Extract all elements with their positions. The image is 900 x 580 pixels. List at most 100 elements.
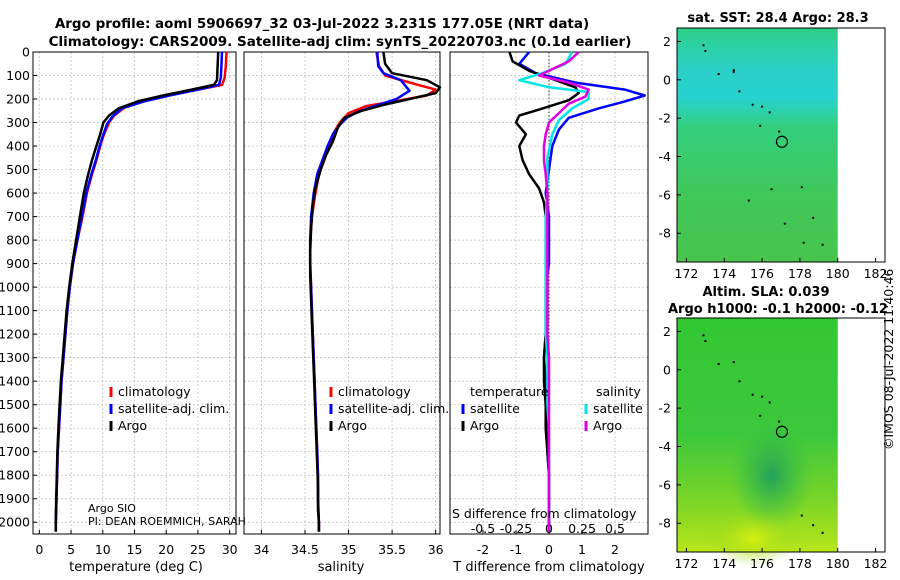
island-dot — [751, 393, 754, 396]
x-tick-label: 1 — [578, 542, 586, 557]
island-dot — [761, 395, 764, 398]
y-tick-label: 1500 — [0, 397, 30, 412]
island-dot — [821, 531, 824, 534]
map-y-tick-label: -4 — [659, 149, 672, 164]
y-tick-label: 400 — [6, 139, 30, 154]
map-x-tick-label: 174 — [712, 266, 736, 281]
profile-location-marker — [775, 425, 789, 438]
pi-note: PI: DEAN ROEMMICH, SARAH — [88, 515, 246, 528]
y-tick-label: 700 — [6, 209, 30, 224]
map-x-tick-label: 178 — [788, 556, 812, 571]
y-tick-label: 1700 — [0, 444, 30, 459]
map-x-tick-label: 172 — [675, 556, 699, 571]
main-title-line1: Argo profile: aoml 5906697_32 03-Jul-202… — [55, 16, 589, 32]
secondary-tick-label: 0.5 — [605, 521, 625, 536]
legend-label: satellite-adj. clim. — [118, 401, 229, 416]
x-tick-label: 5 — [67, 542, 75, 557]
island-dot — [738, 90, 741, 93]
y-tick-label: 1200 — [0, 327, 30, 342]
island-dot — [732, 361, 735, 364]
map-frame — [676, 27, 886, 263]
sla-low-patch — [729, 420, 814, 531]
x-tick-label: 35.5 — [378, 542, 406, 557]
x-tick-label: 30 — [222, 542, 238, 557]
island-dot — [738, 380, 741, 383]
x-tick-label: -2 — [477, 542, 489, 557]
temperature-panel: 0 5 10 15 20 25 300100200300400500600700800900… — [0, 45, 238, 558]
x-tick-label: 34.5 — [291, 542, 319, 557]
island-dot — [702, 44, 705, 47]
salinity-axis-label: salinity — [318, 560, 365, 575]
salinity-panel: 34 34.5 35 35.5 36 climatology satellite-adj. … — [243, 51, 449, 557]
y-tick-label: 0 — [22, 45, 30, 60]
secondary-tick-label: 0.25 — [568, 521, 596, 536]
sla-map-title-line1: Altim. SLA: 0.039 — [703, 285, 830, 300]
legend-label: climatology — [338, 384, 411, 399]
y-tick-label: 1300 — [0, 350, 30, 365]
secondary-tick-label: -0.25 — [500, 521, 532, 536]
x-tick-label: 0 — [545, 542, 553, 557]
island-dot — [778, 420, 781, 423]
series-line — [537, 51, 590, 532]
map-field — [677, 28, 838, 262]
sla-high-patch — [707, 510, 798, 567]
map-y-tick-label: -8 — [659, 226, 672, 241]
map-x-tick-label: 180 — [826, 556, 850, 571]
y-tick-label: 500 — [6, 162, 30, 177]
x-tick-label: 2 — [611, 542, 619, 557]
island-dot — [812, 216, 815, 219]
x-tick-label: 34 — [253, 542, 269, 557]
map-x-tick-label: 176 — [750, 556, 774, 571]
map-x-tick-label: 182 — [864, 556, 888, 571]
island-dot — [702, 334, 705, 337]
legend-label: satellite-adj. clim. — [338, 401, 449, 416]
x-tick-label: 20 — [158, 542, 174, 557]
y-tick-label: 600 — [6, 186, 30, 201]
y-tick-label: 1800 — [0, 468, 30, 483]
x-tick-label: 36 — [428, 542, 444, 557]
x-tick-label: 10 — [95, 542, 111, 557]
salinity-difference-label: S difference from climatology — [452, 506, 637, 521]
map-x-tick-label: 176 — [750, 266, 774, 281]
island-dot — [812, 524, 815, 527]
y-tick-label: 1400 — [0, 374, 30, 389]
y-tick-label: 100 — [6, 68, 30, 83]
y-tick-label: 300 — [6, 115, 30, 130]
map-y-tick-label: -8 — [659, 516, 672, 531]
map-y-tick-label: 2 — [663, 324, 671, 339]
map-y-tick-label: -4 — [659, 439, 672, 454]
island-dot — [747, 199, 750, 202]
island-dot — [717, 73, 720, 76]
legend-title-temperature: temperature — [470, 384, 549, 399]
legend-label: Argo — [470, 418, 499, 433]
main-title-line2: Climatology: CARS2009. Satellite-adj cli… — [49, 34, 632, 50]
plot-area — [244, 52, 440, 534]
series-line — [308, 51, 442, 532]
x-tick-label: 25 — [190, 542, 206, 557]
map-x-tick-label: 172 — [675, 266, 699, 281]
island-dot — [751, 103, 754, 106]
series-line — [508, 51, 580, 532]
island-dot — [704, 340, 707, 343]
imos-timestamp: ©IMOS 08-Jul-2022 11:40:46 — [881, 269, 896, 450]
legend-label: climatology — [118, 384, 191, 399]
profile-location-marker — [775, 135, 789, 148]
sla-map-title-line2: Argo h1000: -0.1 h2000: -0.12 — [668, 302, 888, 317]
sst-map-panel: 172 174 176 178 180 182 2 0 -2 -4 -6 -8 — [659, 27, 887, 281]
legend-label: satellite — [470, 401, 520, 416]
x-tick-label: 15 — [127, 542, 143, 557]
map-x-tick-label: 178 — [788, 266, 812, 281]
island-dot — [768, 401, 771, 404]
map-y-tick-label: -6 — [659, 477, 672, 492]
y-tick-label: 2000 — [0, 515, 30, 530]
y-tick-label: 1900 — [0, 491, 30, 506]
legend-label: Argo — [593, 418, 622, 433]
sla-map-panel: 172 174 176 178 180 182 2 0 -2 -4 -6 -8 — [659, 317, 888, 571]
island-dot — [821, 243, 824, 246]
map-y-tick-label: 0 — [663, 362, 671, 377]
sst-map-title: sat. SST: 28.4 Argo: 28.3 — [687, 11, 868, 26]
map-y-tick-label: 2 — [663, 34, 671, 49]
map-y-tick-label: -2 — [659, 401, 671, 416]
map-y-tick-label: -6 — [659, 187, 672, 202]
